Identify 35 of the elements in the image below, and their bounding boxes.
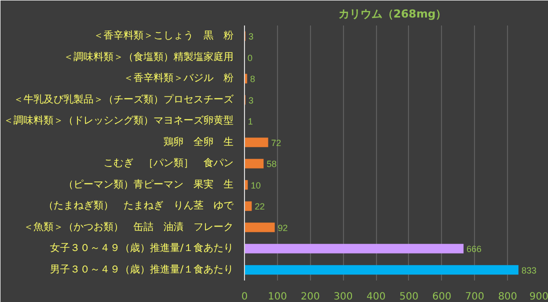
- y-tick-label: こむぎ ［パン類］ 食パン: [104, 157, 234, 170]
- x-tick-label: 600: [432, 292, 452, 302]
- data-label: 58: [266, 159, 277, 170]
- data-label: 833: [521, 265, 536, 276]
- data-label: 10: [250, 180, 261, 190]
- data-label: 3: [248, 95, 254, 106]
- y-tick-label: 女子３０～４９（歳）推進量/１食あたり: [50, 242, 234, 254]
- x-tick-label: 100: [268, 292, 287, 302]
- y-tick-label: ＜調味料類＞（食塩類）精製塩家庭用: [64, 50, 234, 63]
- y-tick-label: ＜香辛料類＞こしょう 黒 粉: [94, 30, 234, 42]
- x-tick-label: 900: [529, 292, 548, 302]
- data-label: 666: [466, 244, 482, 254]
- data-label: 8: [250, 74, 256, 84]
- x-tick-label: 800: [498, 292, 518, 302]
- data-label: 22: [254, 202, 265, 212]
- chart-title: カリウム（268mg）: [338, 8, 447, 20]
- x-tick-label: 300: [334, 292, 353, 302]
- data-label: 3: [248, 32, 254, 42]
- x-tick-label: 200: [300, 292, 320, 302]
- x-tick-label: 400: [366, 292, 386, 302]
- data-label: 92: [278, 222, 288, 233]
- data-label: 1: [248, 116, 253, 127]
- y-tick-label: ＜牛乳及び乳製品＞（チーズ類）プロセスチーズ: [14, 93, 234, 106]
- x-tick-label: 700: [465, 292, 484, 302]
- y-tick-label: 鶏卵 全卵 生: [164, 136, 234, 148]
- y-tick-label: ＜調味料類＞（ドレッシング類）マヨネーズ卵黄型: [4, 114, 234, 127]
- x-tick-label: 0: [241, 292, 248, 302]
- y-tick-label: （ピーマン類）青ピーマン 果実 生: [64, 178, 234, 190]
- y-tick-label: ＜香辛料類＞バジル 粉: [124, 72, 234, 84]
- y-tick-label: 男子３０～４９（歳）推進量/１食あたり: [50, 263, 234, 276]
- data-label: 72: [271, 138, 282, 148]
- y-tick-label: ＜魚類＞（かつお類） 缶詰 油漬 フレーク: [24, 220, 234, 233]
- x-tick-label: 500: [399, 292, 418, 302]
- y-tick-label: （たまねぎ類） たまねぎ りん茎 ゆで: [44, 200, 234, 212]
- data-label: 0: [248, 52, 253, 63]
